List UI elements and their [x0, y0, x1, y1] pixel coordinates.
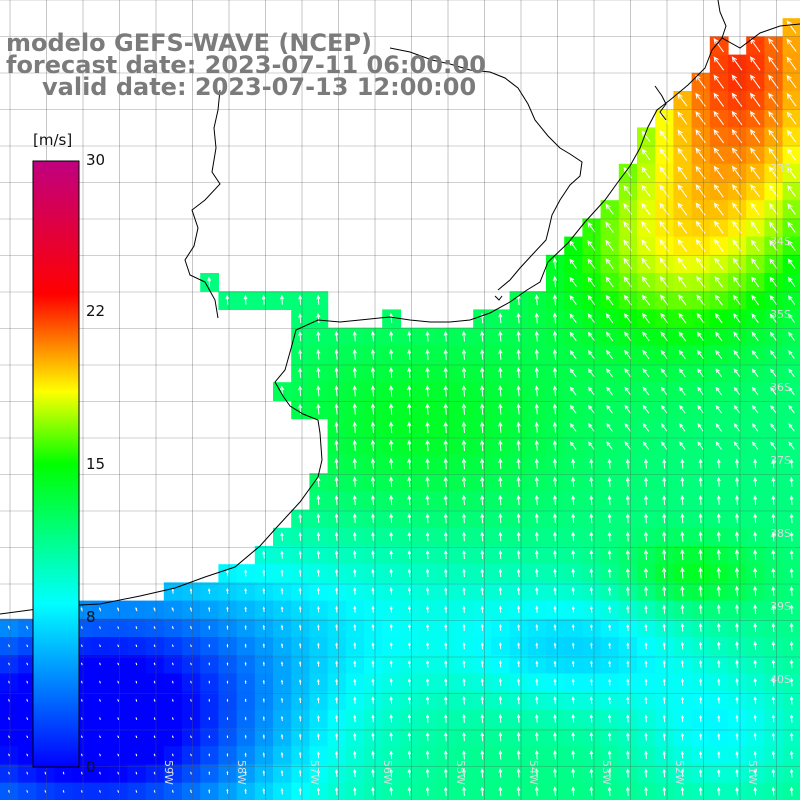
lon-label-53W: 53W [600, 760, 613, 785]
valid-date: valid date: 2023-07-13 12:00:00 [42, 73, 477, 101]
wind-arrows [7, 20, 797, 797]
colorbar-tick-30: 30 [86, 151, 106, 169]
lat-label-36S: 36S [770, 381, 791, 394]
colorbar-tick-0: 0 [86, 758, 96, 776]
colorbar [32, 160, 80, 768]
lat-label-35S: 35S [770, 308, 791, 321]
lat-label-40S: 40S [770, 673, 791, 686]
colorbar-tick-8: 8 [86, 608, 96, 626]
colorbar-tick-22: 22 [86, 302, 106, 320]
lat-label-39S: 39S [770, 600, 791, 613]
lat-label-37S: 37S [770, 454, 791, 467]
lon-label-56W: 56W [381, 760, 394, 785]
lat-label-34S: 34S [770, 235, 791, 248]
lon-label-51W: 51W [746, 760, 759, 785]
coastline [0, 0, 800, 615]
lat-label-38S: 38S [770, 527, 791, 540]
lon-label-55W: 55W [454, 760, 467, 785]
map-title: modelo GEFS-WAVE (NCEP) [6, 29, 372, 57]
lon-label-57W: 57W [308, 760, 321, 785]
colorbar-tick-15: 15 [86, 455, 106, 473]
lon-label-52W: 52W [673, 760, 686, 785]
lon-label-54W: 54W [527, 760, 540, 785]
forecast-date: forecast date: 2023-07-11 06:00:00 [6, 51, 486, 79]
colorbar-unit: [m/s] [33, 131, 73, 149]
lon-label-58W: 58W [235, 760, 248, 785]
lon-label-59W: 59W [162, 760, 175, 785]
lat-label-33S: 33S [770, 162, 791, 175]
axis-labels: 33S 34S 35S 36S 37S 38S 39S 40S 59W 58W 57W 56W 55W 5… [162, 162, 791, 785]
